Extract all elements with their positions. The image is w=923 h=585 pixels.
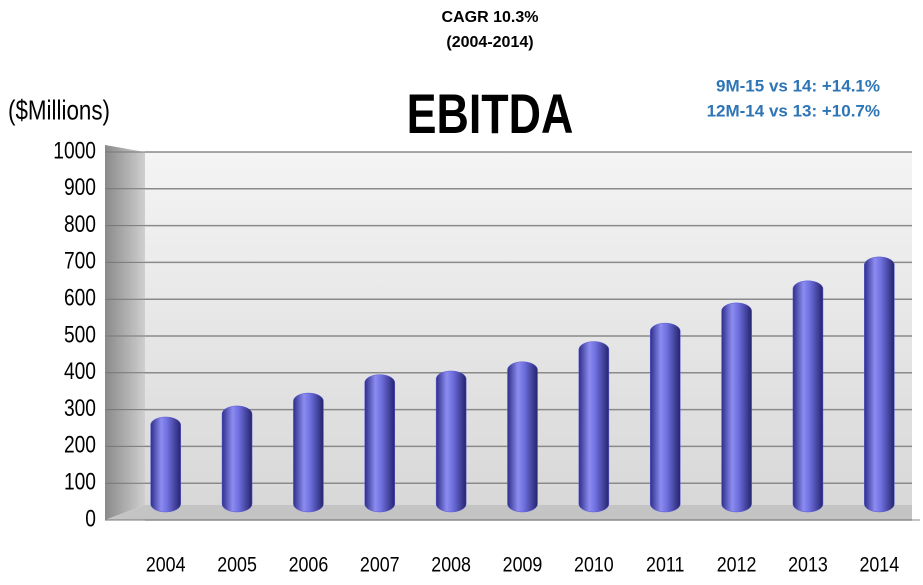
y-tick-label: 400: [64, 357, 96, 385]
annotation: 12M-14 vs 13: +10.7%: [707, 101, 880, 120]
x-tick-label: 2010: [574, 553, 614, 577]
chart-title: EBITDA: [407, 82, 574, 145]
y-tick-label: 0: [85, 504, 96, 532]
bar: [792, 280, 824, 513]
bar: [578, 341, 610, 513]
y-tick-label: 900: [64, 173, 96, 201]
x-tick-label: 2013: [788, 553, 828, 577]
bar: [364, 374, 396, 513]
y-tick-label: 100: [64, 467, 96, 495]
subtitle: (2004-2014): [446, 34, 533, 51]
y-tick-label: 200: [64, 431, 96, 459]
x-tick-label: 2007: [360, 553, 400, 577]
bar: [221, 405, 253, 513]
x-tick-label: 2012: [717, 553, 757, 577]
bar: [150, 416, 181, 513]
left-wall: [105, 145, 145, 520]
x-tick-label: 2008: [431, 553, 471, 577]
annotation: 9M-15 vs 14: +14.1%: [716, 76, 880, 95]
bar: [649, 322, 681, 513]
subtitle: CAGR 10.3%: [442, 9, 539, 26]
x-tick-label: 2011: [646, 553, 684, 577]
y-tick-label: 1000: [53, 136, 96, 164]
y-tick-label: 700: [64, 247, 96, 275]
y-axis-label: ($Millions): [8, 95, 110, 126]
bar: [507, 361, 538, 513]
x-tick-label: 2004: [146, 553, 186, 577]
x-tick-label: 2005: [217, 553, 257, 577]
y-tick-label: 300: [64, 394, 96, 422]
bar: [435, 370, 467, 513]
x-tick-label: 2014: [859, 553, 899, 577]
bar: [864, 256, 895, 513]
bar: [293, 392, 324, 513]
back-wall: [145, 152, 912, 505]
y-tick-label: 500: [64, 320, 96, 348]
y-tick-label: 600: [64, 283, 96, 311]
y-tick-label: 800: [64, 210, 96, 238]
bar: [721, 302, 752, 513]
x-tick-label: 2009: [503, 553, 543, 577]
x-tick-label: 2006: [289, 553, 329, 577]
